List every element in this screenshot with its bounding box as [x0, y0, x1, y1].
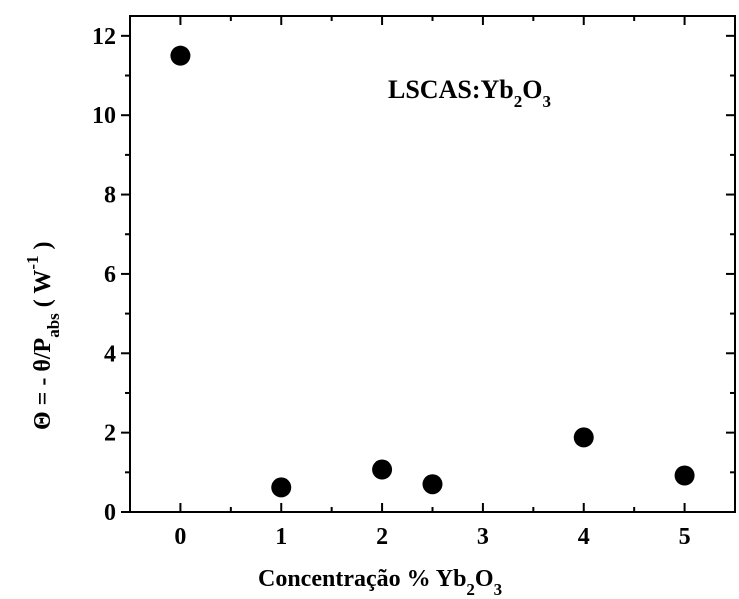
y-tick-label: 6 [104, 262, 116, 288]
data-point [271, 477, 292, 498]
y-tick-label: 10 [92, 103, 116, 129]
y-axis-title: Θ = - θ/Pabs ( W-1 ) [23, 241, 63, 430]
data-points [170, 45, 695, 498]
x-tick-label: 5 [679, 524, 691, 550]
x-tick-label: 0 [174, 524, 186, 550]
x-tick-label: 1 [275, 524, 287, 550]
annotation-label: LSCAS:Yb2O3 [388, 75, 551, 111]
data-point [422, 474, 443, 495]
ticks [121, 16, 736, 513]
x-tick-label: 3 [477, 524, 489, 550]
x-tick-label: 4 [578, 524, 590, 550]
data-point [170, 45, 191, 66]
data-point [573, 427, 594, 448]
y-tick-label: 0 [104, 500, 116, 526]
data-point [674, 465, 695, 486]
y-tick-label: 8 [104, 183, 116, 209]
y-tick-label: 2 [104, 421, 116, 447]
data-point [372, 459, 393, 480]
y-tick-label: 12 [92, 24, 116, 50]
x-tick-label: 2 [376, 524, 388, 550]
y-tick-label: 4 [104, 341, 116, 367]
x-axis-title: Concentração % Yb2O3 [258, 566, 502, 599]
